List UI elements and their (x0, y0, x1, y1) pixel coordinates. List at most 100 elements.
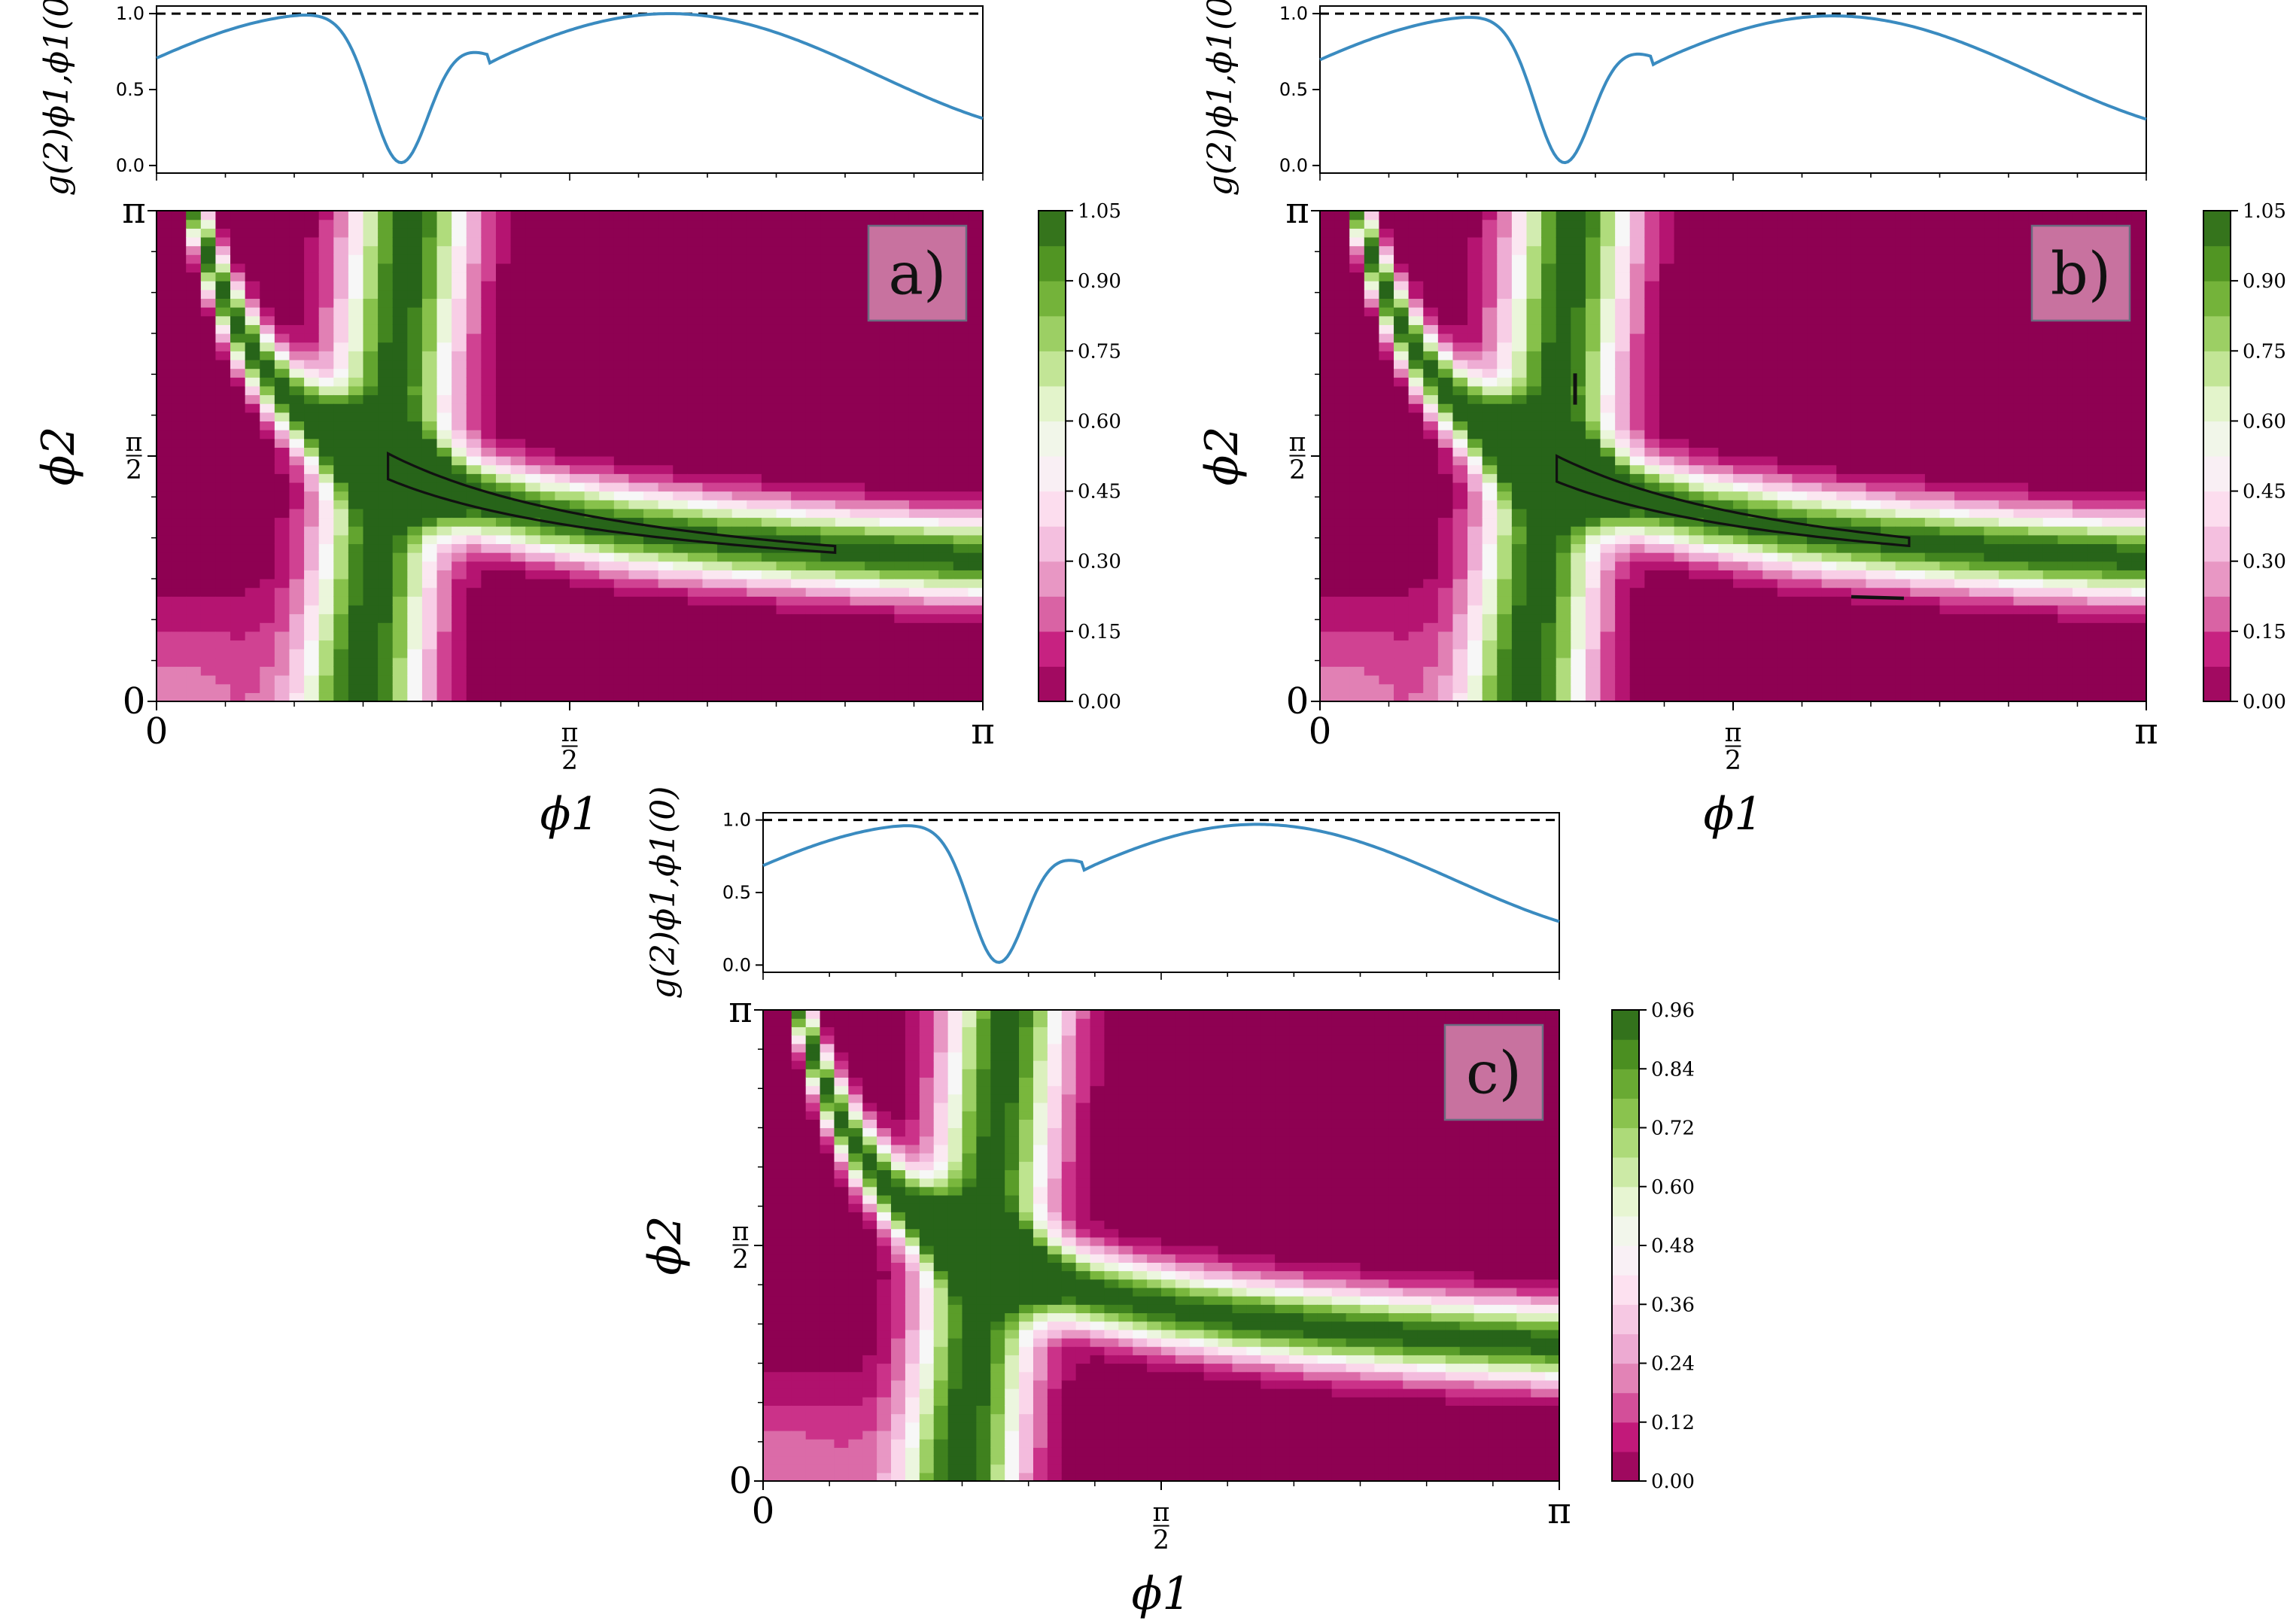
heatmap-cell (1556, 351, 1571, 360)
heatmap-cell (333, 579, 349, 588)
heatmap-cell (673, 692, 689, 702)
heatmap-cell (658, 245, 674, 255)
heatmap-cell (865, 587, 880, 597)
heatmap-cell (171, 543, 187, 553)
heatmap-cell (1674, 570, 1689, 579)
heatmap-cell (1556, 219, 1571, 229)
heatmap-cell (274, 298, 290, 308)
heatmap-cell (1334, 228, 1350, 238)
heatmap-cell (1452, 657, 1468, 668)
heatmap-cell (747, 377, 762, 387)
heatmap-cell (805, 430, 821, 439)
heatmap-cell (731, 596, 747, 606)
heatmap-cell (1423, 272, 1439, 281)
heatmap-cell (466, 342, 482, 351)
heatmap-cell (968, 236, 984, 247)
heatmap-cell (1364, 281, 1380, 290)
heatmap-cell (761, 683, 777, 693)
heatmap-cell (215, 430, 231, 439)
heatmap-cell (731, 377, 747, 387)
heatmap-cell (363, 649, 379, 658)
heatmap-cell (1437, 631, 1454, 641)
heatmap-cell (260, 473, 275, 483)
heatmap-cell (1718, 254, 1734, 264)
heatmap-cell (1467, 412, 1483, 422)
heatmap-cell (879, 464, 895, 474)
heatmap-cell (835, 351, 851, 360)
heatmap-cell (717, 464, 733, 474)
heatmap-cell (200, 315, 217, 325)
heatmap-cell (1364, 263, 1380, 273)
heatmap-cell (835, 604, 851, 615)
heatmap-cell (363, 219, 379, 229)
heatmap-cell (1762, 596, 1778, 606)
heatmap-cell (731, 561, 747, 570)
heatmap-cell (731, 281, 747, 290)
heatmap-cell (1511, 631, 1528, 641)
heatmap-cell (348, 543, 364, 553)
heatmap-cell (245, 403, 260, 413)
heatmap-cell (1379, 245, 1394, 255)
heatmap-cell (938, 324, 954, 334)
heatmap-cell (1733, 342, 1749, 351)
heatmap-cell (186, 640, 202, 649)
heatmap-cell (1482, 622, 1498, 632)
heatmap-cell (628, 640, 644, 649)
heatmap-cell (348, 245, 364, 255)
heatmap-cell (1762, 666, 1778, 676)
heatmap-cell (304, 613, 320, 623)
heatmap-cell (1320, 604, 1336, 615)
heatmap-cell (1408, 298, 1424, 308)
heatmap-cell (835, 394, 851, 404)
heatmap-cell (260, 604, 275, 615)
heatmap-cell (1364, 315, 1380, 325)
heatmap-cell (1747, 315, 1763, 325)
heatmap-cell (702, 430, 718, 439)
heatmap-cell (1541, 447, 1557, 457)
heatmap-cell (1689, 683, 1705, 693)
heatmap-cell (894, 500, 910, 509)
heatmap-cell (805, 675, 821, 685)
heatmap-cell (1644, 657, 1660, 668)
heatmap-cell (289, 622, 305, 632)
heatmap-cell (643, 561, 659, 570)
heatmap-cell (1541, 473, 1557, 483)
heatmap-cell (776, 587, 792, 597)
heatmap-cell (407, 579, 423, 588)
heatmap-cell (333, 359, 349, 370)
heatmap-cell (599, 377, 615, 387)
heatmap-cell (230, 254, 246, 264)
heatmap-cell (820, 526, 836, 536)
heatmap-cell (1629, 211, 1645, 220)
heatmap-cell (1777, 683, 1793, 693)
heatmap-cell (643, 298, 659, 308)
heatmap-cell (304, 508, 320, 519)
heatmap-cell (702, 543, 718, 553)
heatmap-cell (570, 596, 585, 606)
heatmap-cell (304, 377, 320, 387)
heatmap-cell (658, 298, 674, 308)
heatmap-cell (363, 543, 379, 553)
heatmap-cell (1733, 491, 1749, 500)
heatmap-cell (363, 272, 379, 281)
heatmap-cell (938, 342, 954, 351)
heatmap-cell (230, 613, 246, 623)
heatmap-cell (1659, 377, 1675, 387)
heatmap-cell (1526, 342, 1542, 351)
heatmap-cell (200, 385, 217, 396)
heatmap-cell (1379, 342, 1394, 351)
heatmap-cell (865, 552, 880, 562)
heatmap-cell (1600, 613, 1616, 623)
heatmap-cell (525, 692, 541, 702)
heatmap-cell (436, 508, 452, 519)
heatmap-cell (1437, 561, 1454, 570)
heatmap-cell (747, 649, 762, 658)
heatmap-cell (525, 640, 541, 649)
heatmap-cell (1379, 604, 1394, 615)
heatmap-cell (894, 491, 910, 500)
heatmap-cell (1747, 561, 1763, 570)
heatmap-cell (923, 500, 939, 509)
heatmap-cell (392, 508, 408, 519)
heatmap-cell (1423, 281, 1439, 290)
heatmap-cell (510, 430, 526, 439)
